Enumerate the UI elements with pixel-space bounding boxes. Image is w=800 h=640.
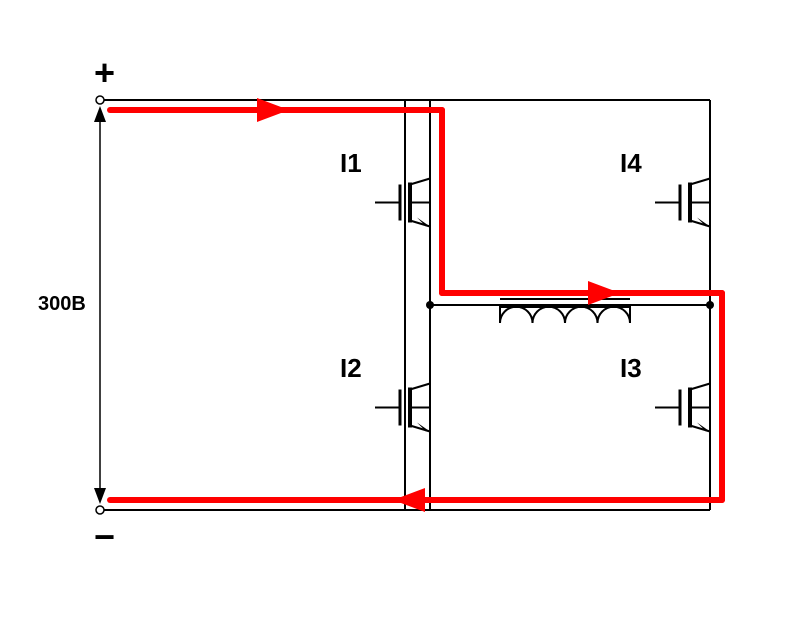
transistor-label-i3: I3	[620, 353, 642, 384]
transistor-label-i4: I4	[620, 148, 642, 179]
circuit-diagram	[0, 0, 800, 640]
voltage-label: 300В	[38, 293, 86, 316]
transistor-label-i2: I2	[340, 353, 362, 384]
polarity-minus: −	[94, 516, 115, 558]
transistor-label-i1: I1	[340, 148, 362, 179]
polarity-plus: +	[94, 52, 115, 94]
